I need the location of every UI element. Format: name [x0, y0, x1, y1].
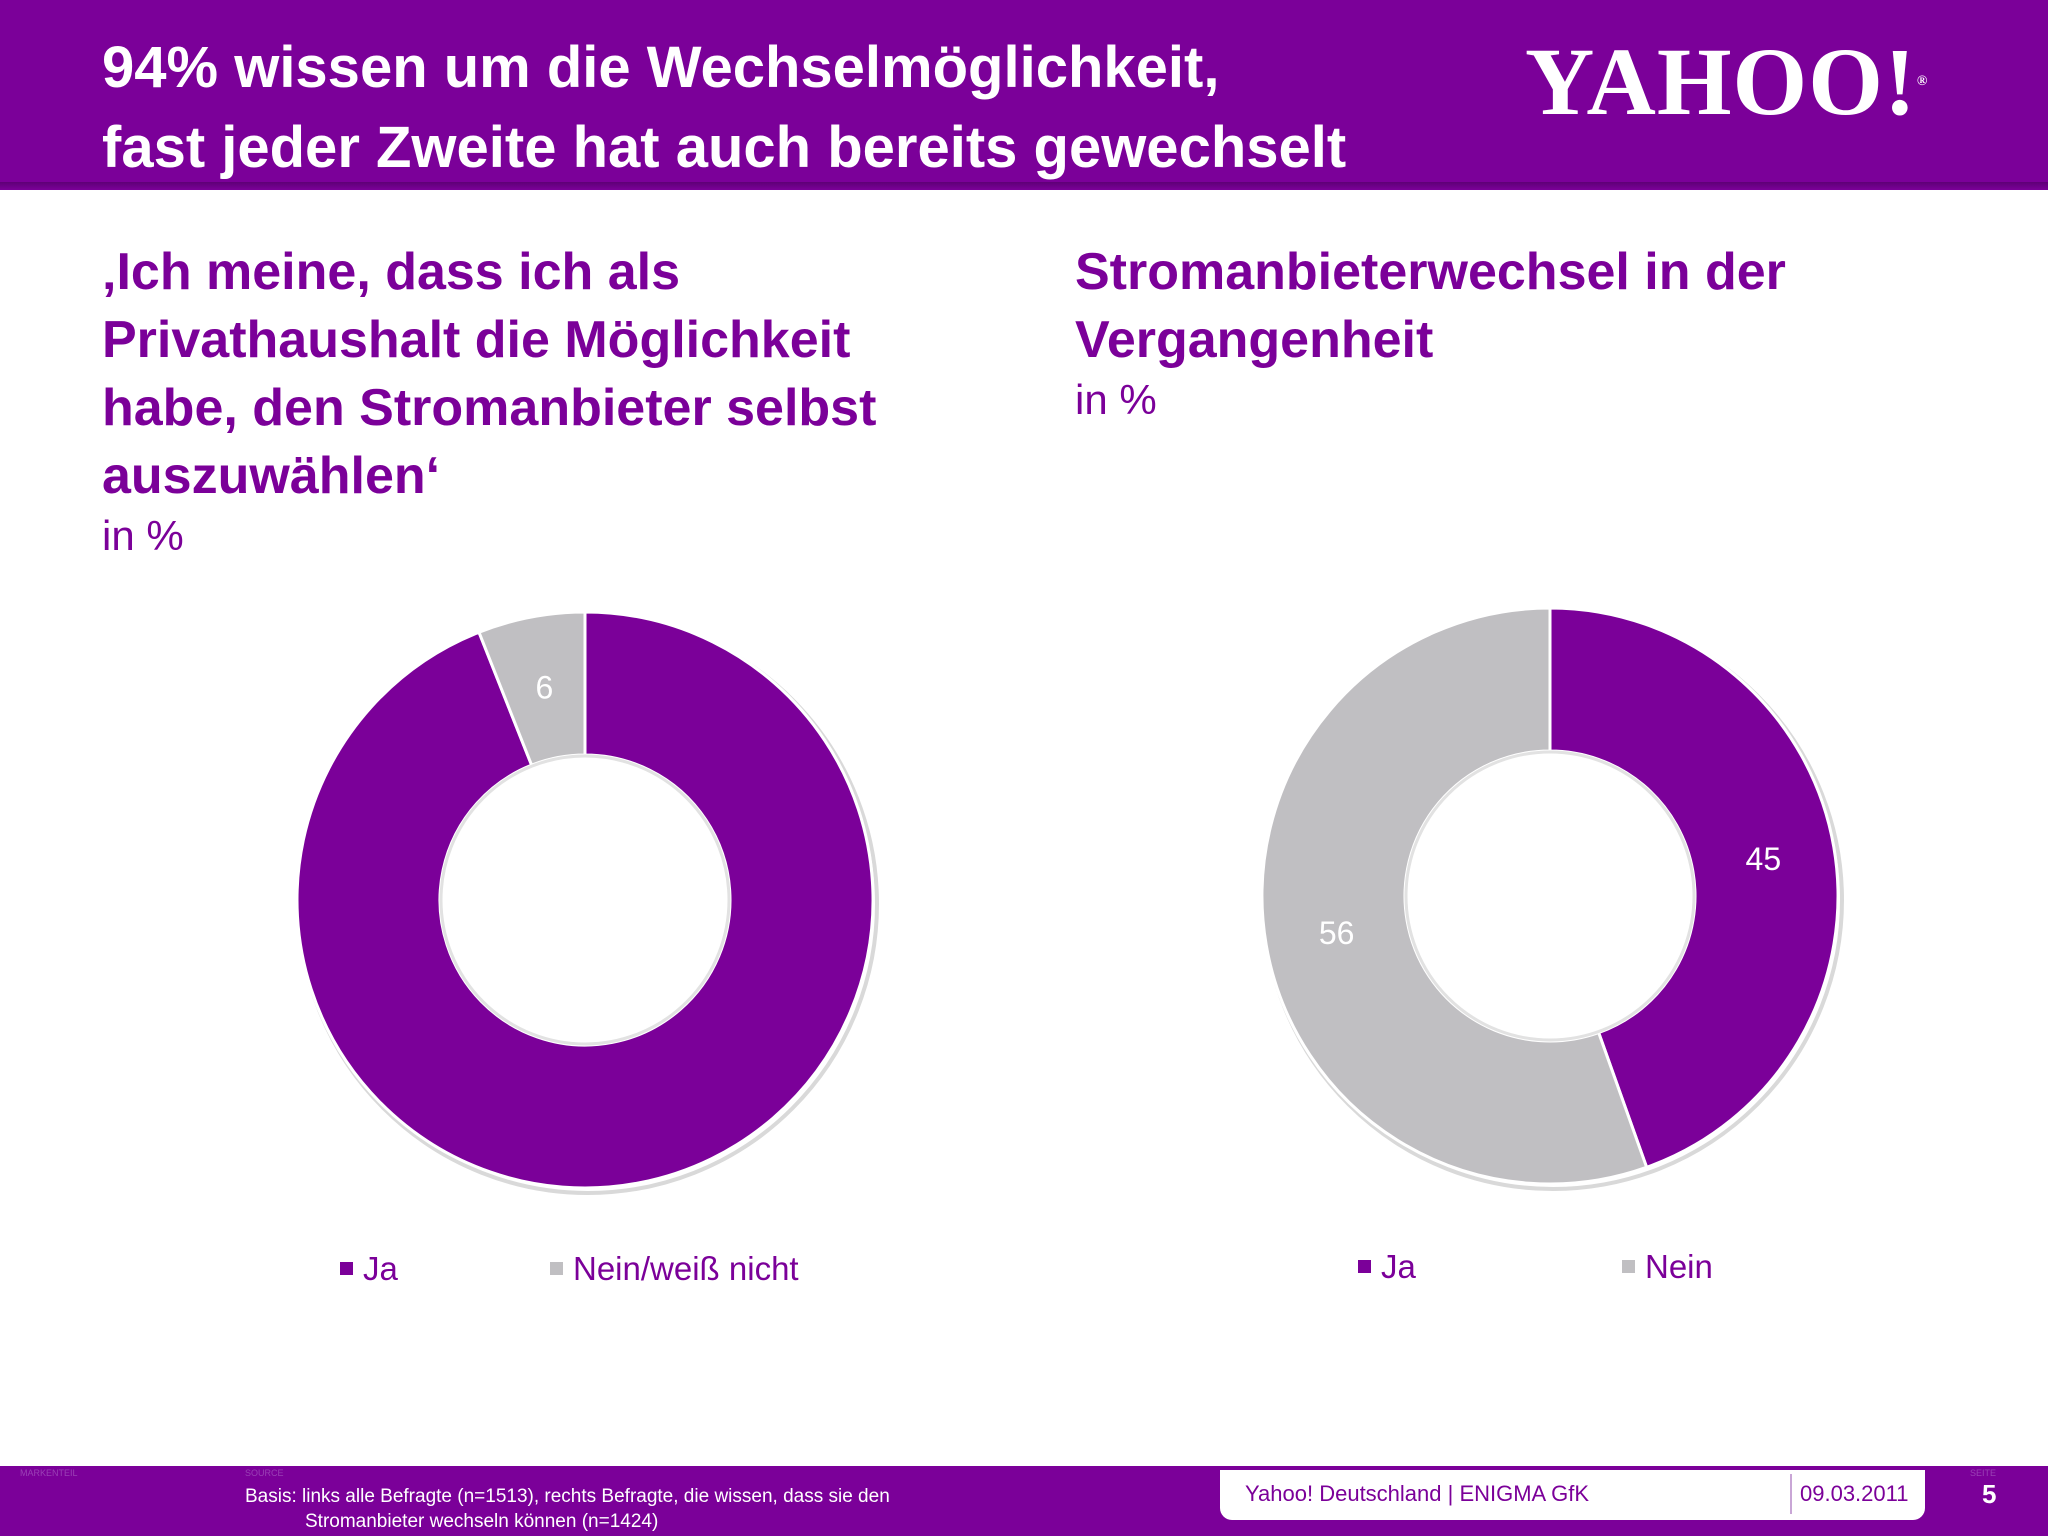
left-chart-unit: in % — [102, 512, 184, 559]
basis-line-2: Stromanbieter wechseln können (n=1424) — [305, 1511, 659, 1532]
header-shadow — [0, 182, 2048, 190]
slide-title-line-2: fast jeder Zweite hat auch bereits gewec… — [102, 115, 1347, 180]
basis-line-1: Basis: links alle Befragte (n=1513), rec… — [245, 1486, 890, 1507]
legend-item-ja-right: Ja — [1358, 1248, 1416, 1286]
page-number: 5 — [1982, 1479, 1997, 1509]
footer-tiny-label-source: SOURCE — [245, 1468, 284, 1478]
legend-label-nein-weiss-nicht: Nein/weiß nicht — [573, 1250, 799, 1287]
donut-hole — [1404, 750, 1696, 1042]
footer-date: 09.03.2011 — [1800, 1481, 1909, 1506]
legend-label-nein: Nein — [1645, 1248, 1713, 1285]
donut-hole — [439, 754, 731, 1046]
left-chart-title-line-3: habe, den Stromanbieter selbst — [102, 379, 877, 437]
left-chart-title-line-1: ‚Ich meine, dass ich als — [102, 243, 681, 301]
footer-source: Yahoo! Deutschland | ENIGMA GfK — [1245, 1481, 1590, 1506]
left-chart-title-line-2: Privathaushalt die Möglichkeit — [102, 311, 851, 369]
right-chart-title-line-2: Vergangenheit — [1075, 311, 1434, 369]
footer-basis-note: Basis: links alle Befragte (n=1513), rec… — [245, 1484, 890, 1534]
left-donut-chart: 946 — [295, 610, 879, 1195]
footer-tiny-label-page: SEITE — [1970, 1468, 1997, 1478]
legend-swatch-nein — [1622, 1259, 1635, 1273]
footer-tiny-label-left: MARKENTEIL — [20, 1468, 78, 1478]
legend-label-ja: Ja — [363, 1250, 398, 1287]
data-label-nein-wei-nicht: 6 — [536, 669, 554, 705]
legend-swatch-nein — [550, 1261, 563, 1275]
slide-title: 94% wissen um die Wechselmöglichkeit, fa… — [102, 28, 1346, 188]
legend-item-nein-right: Nein — [1622, 1248, 1713, 1286]
header-bar — [0, 0, 2048, 190]
legend-swatch-ja — [340, 1261, 353, 1275]
right-donut-chart: 45 56 — [1260, 606, 1844, 1191]
legend-label-ja: Ja — [1381, 1248, 1416, 1285]
yahoo-logo: YAHOO!® — [1525, 32, 1928, 132]
footer-divider — [1790, 1474, 1792, 1514]
left-chart-title-line-4: auszuwählen‘ — [102, 447, 441, 505]
left-chart-title: ‚Ich meine, dass ich als Privathaushalt … — [102, 238, 876, 510]
right-chart-title-line-1: Stromanbieterwechsel in der — [1075, 243, 1786, 301]
data-label-nein: 56 — [1319, 915, 1355, 951]
slide-title-line-1: 94% wissen um die Wechselmöglichkeit, — [102, 35, 1220, 100]
right-chart-unit: in % — [1075, 376, 1157, 423]
legend-swatch-ja — [1358, 1259, 1371, 1273]
legend-item-nein-left: Nein/weiß nicht — [550, 1250, 799, 1288]
footer-source-box — [1220, 1470, 1925, 1520]
yahoo-logo-text: YAHOO! — [1525, 28, 1917, 135]
registered-mark: ® — [1916, 74, 1929, 89]
legend-item-ja-left: Ja — [340, 1250, 398, 1288]
data-label-ja: 45 — [1746, 841, 1782, 877]
right-chart-title: Stromanbieterwechsel in der Vergangenhei… — [1075, 238, 1786, 374]
